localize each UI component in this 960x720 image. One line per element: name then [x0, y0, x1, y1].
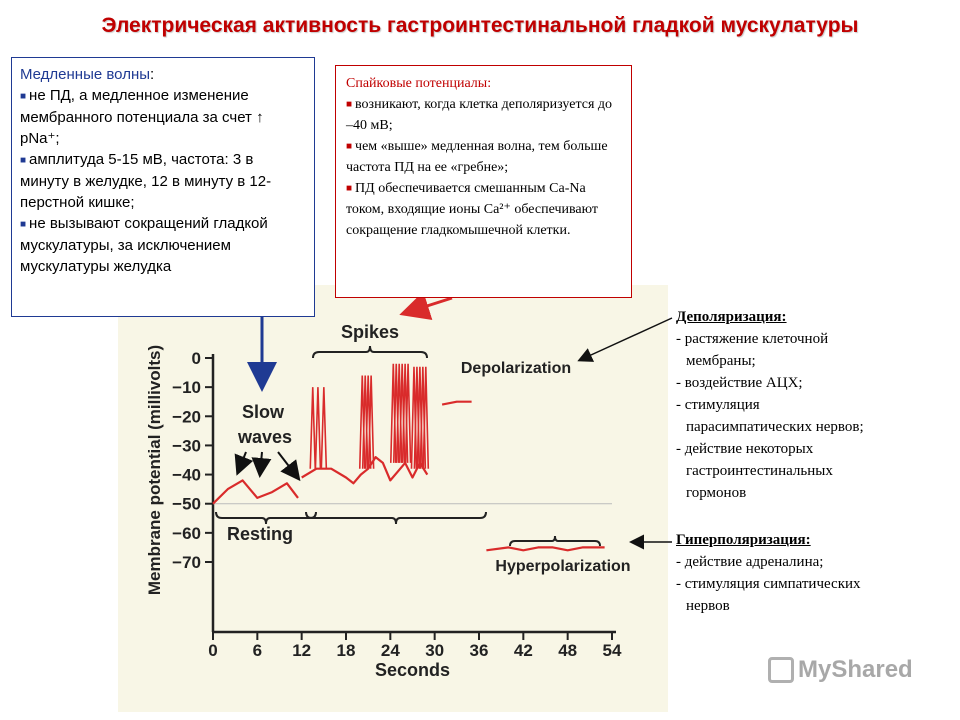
spike-mark [367, 375, 375, 469]
watermark-text: MyShared [798, 656, 913, 683]
depol-line: мембраны; [686, 353, 756, 369]
depol-line: - действие некоторых [676, 441, 814, 457]
bullet-icon: ■ [20, 219, 27, 230]
resting-label: Resting [227, 524, 293, 544]
y-tick-label: −60 [172, 524, 201, 543]
hyper-line: - стимуляция симпатических [676, 576, 861, 592]
chart-marks [212, 363, 605, 552]
watermark: MyShared [768, 656, 913, 684]
slow-wave-arrow [251, 451, 272, 478]
spike-mark [314, 387, 322, 469]
hyperpolarization-brace [509, 535, 601, 547]
series-line [212, 479, 299, 505]
y-tick-label: −70 [172, 553, 201, 572]
slow-waves-item: ■ не вызывают сокращений гладкой мускулат… [20, 215, 268, 275]
hyperpolarization-heading: Гиперполяризация: [676, 532, 811, 548]
hyper-line: нервов [686, 598, 730, 614]
x-tick-label: 6 [253, 641, 262, 660]
chart-axes: 0 −10 −20 −30 −40 −50 −60 −70 0 6 12 18 24 30 36 42 48 54… [145, 345, 622, 680]
spike-mark [422, 366, 430, 469]
series-line [301, 456, 429, 485]
x-tick-label: 42 [514, 641, 533, 660]
slow-waves-label: waves [237, 427, 292, 447]
slow-wave-arrow [277, 451, 301, 482]
bullet-icon: ■ [346, 99, 353, 110]
x-tick-label: 12 [292, 641, 311, 660]
depol-line: - растяжение клеточной [676, 331, 829, 347]
y-tick-label: 0 [192, 349, 201, 368]
spike-mark [404, 363, 412, 463]
bullet-icon: ■ [20, 91, 27, 102]
slow-waves-item: ■ не ПД, а медленное изменение мембранног… [20, 87, 264, 147]
bullet-icon: ■ [346, 141, 353, 152]
spikes-lower-brace [305, 511, 487, 525]
spike-box-arrow [399, 291, 453, 320]
slow-waves-box: Медленные волны: ■ не ПД, а медленное изм… [11, 57, 315, 317]
y-tick-label: −30 [172, 436, 201, 455]
depol-line: парасимпатических нервов; [686, 419, 864, 435]
series-line [441, 400, 472, 406]
slow-waves-heading: Медленные волны [20, 66, 151, 83]
x-tick-label: 24 [381, 641, 400, 660]
x-tick-label: 54 [603, 641, 622, 660]
spike-item: ■ ПД обеспечивается смешанным Ca-Na током… [346, 181, 599, 238]
spike-mark [309, 387, 317, 469]
hyperpolarization-label: Hyperpolarization [495, 558, 630, 575]
chart-annotations: Slow waves Resting Spikes Depolarization Hype… [215, 322, 631, 575]
x-tick-label: 48 [558, 641, 577, 660]
y-tick-label: −50 [172, 495, 201, 514]
bullet-icon: ■ [346, 183, 353, 194]
depolarization-label: Depolarization [461, 360, 571, 377]
x-tick-label: 36 [470, 641, 489, 660]
hyperpolarization-notes: Гиперполяризация: - действие адреналина;… [676, 529, 861, 617]
x-tick-label: 18 [337, 641, 356, 660]
spikes-brace [312, 345, 428, 359]
spike-potentials-heading: Спайковые потенциалы: [346, 76, 492, 91]
spike-item: ■ возникают, когда клетка деполяризуется … [346, 97, 613, 133]
depol-line: гормонов [686, 485, 747, 501]
slide-title: Электрическая активность гастроинтестина… [101, 14, 859, 37]
y-axis-label: Membrane potential (millivolts) [145, 345, 164, 595]
depol-line: - стимуляция [676, 397, 760, 413]
y-tick-label: −10 [172, 378, 201, 397]
spike-mark [320, 387, 328, 469]
slow-waves-label: Slow [242, 402, 285, 422]
bullet-icon: ■ [20, 155, 27, 166]
slow-wave-arrow [234, 451, 254, 476]
series-line [486, 546, 605, 552]
depolarization-notes: Деполяризация: - растяжение клеточной ме… [676, 306, 864, 504]
x-tick-label: 0 [208, 641, 217, 660]
spike-potentials-box: Спайковые потенциалы: ■ возникают, когда … [335, 65, 632, 298]
arrows [234, 291, 673, 550]
x-tick-label: 30 [425, 641, 444, 660]
x-axis-label: Seconds [375, 660, 450, 680]
depol-line: - воздействие АЦХ; [676, 375, 803, 391]
depolarization-heading: Деполяризация: [676, 309, 787, 325]
depolarization-arrow [577, 317, 673, 362]
hyper-line: - действие адреналина; [676, 554, 824, 570]
watermark-logo-icon [768, 657, 794, 683]
spikes-label: Spikes [341, 322, 399, 342]
y-tick-label: −20 [172, 407, 201, 426]
spike-item: ■ чем «выше» медленная волна, тем больше … [346, 139, 608, 175]
slow-waves-heading-colon: : [150, 66, 155, 83]
y-tick-label: −40 [172, 466, 201, 485]
slow-waves-item: ■ амплитуда 5-15 мВ, частота: 3 в минуту … [20, 151, 272, 211]
depol-line: гастроинтестинальных [686, 463, 833, 479]
chart-background [118, 285, 668, 712]
